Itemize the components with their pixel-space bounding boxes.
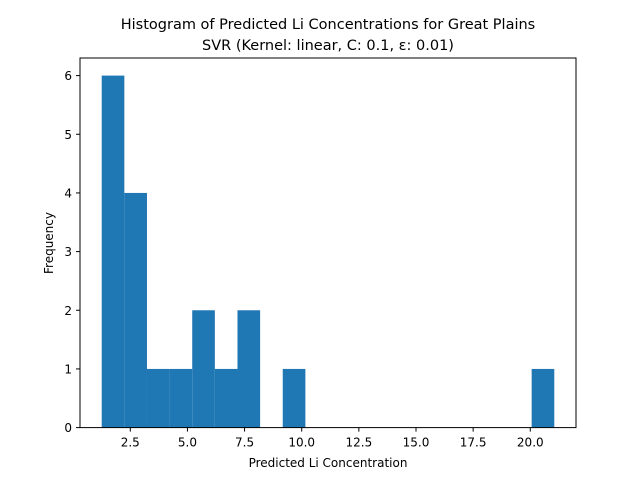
x-tick-label: 17.5: [460, 436, 487, 450]
chart-subtitle: SVR (Kernel: linear, C: 0.1, ε: 0.01): [202, 38, 454, 54]
y-axis-ticks: 0 1 2 3 4 5 6: [64, 69, 80, 435]
histogram-bar: [237, 310, 261, 428]
chart-title: Histogram of Predicted Li Concentrations…: [121, 17, 536, 33]
x-axis-ticks: 2.5 5.0 7.5 10.0 12.5 15.0 17.5 20.0: [121, 427, 544, 450]
y-tick-label: 4: [64, 186, 72, 200]
histogram-bar: [192, 310, 215, 428]
x-tick-label: 2.5: [121, 436, 140, 450]
histogram-bar: [124, 192, 147, 428]
y-axis-label: Frequency: [42, 212, 56, 274]
x-tick-label: 10.0: [288, 436, 315, 450]
histogram-bar: [101, 75, 125, 428]
x-tick-label: 5.0: [178, 436, 197, 450]
x-tick-label: 7.5: [235, 436, 254, 450]
x-tick-label: 15.0: [403, 436, 430, 450]
y-tick-label: 1: [64, 362, 72, 376]
x-tick-label: 12.5: [345, 436, 372, 450]
bars-group: [101, 75, 555, 428]
histogram-bar: [169, 368, 193, 428]
histogram-bar: [146, 368, 170, 428]
histogram-bar: [282, 368, 306, 428]
y-tick-label: 6: [64, 69, 72, 83]
y-tick-label: 0: [64, 421, 72, 435]
histogram-bar: [531, 368, 555, 428]
plot-frame: [79, 57, 577, 429]
x-tick-label: 20.0: [517, 436, 544, 450]
y-tick-label: 5: [64, 128, 72, 142]
histogram-bar: [214, 368, 238, 428]
x-axis-label: Predicted Li Concentration: [249, 456, 408, 470]
y-tick-label: 2: [64, 304, 72, 318]
y-tick-label: 3: [64, 245, 72, 259]
